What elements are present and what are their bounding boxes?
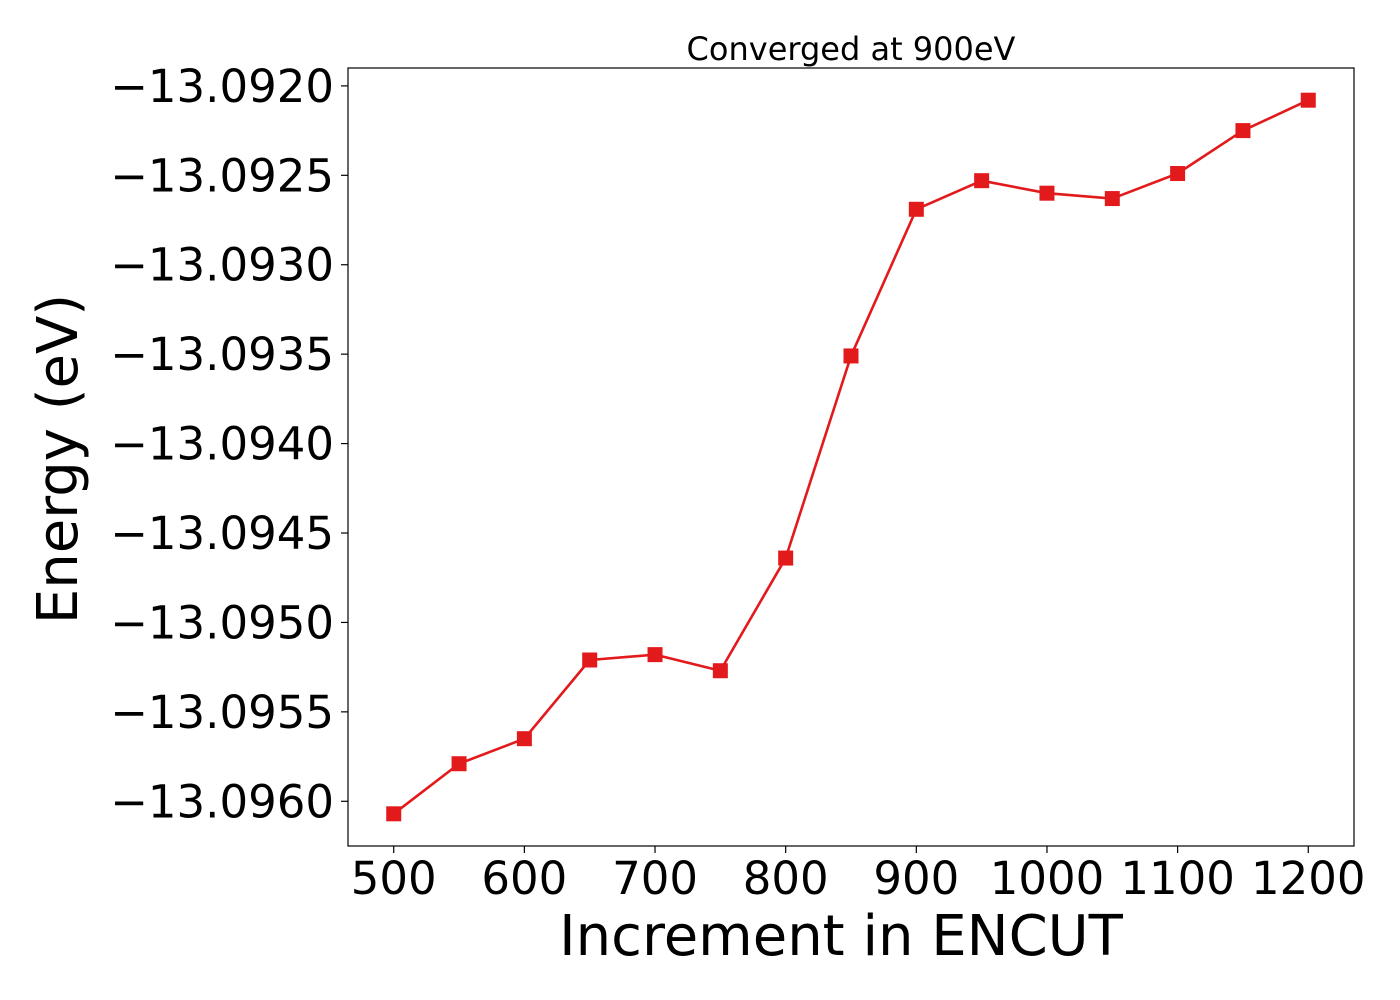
plot-frame [347, 67, 1355, 847]
data-point-marker [1235, 123, 1251, 139]
y-tick-label: −13.0930 [110, 239, 334, 292]
y-tick-label: −13.0960 [110, 775, 334, 828]
y-tick-label: −13.0935 [110, 328, 334, 381]
data-point-marker [1039, 185, 1055, 201]
data-point-marker [974, 173, 990, 189]
data-point-marker [1170, 166, 1186, 182]
y-tick-label: −13.0955 [110, 686, 334, 739]
axis-ticks: 500 600 700 800 900 1000 1100 1200 −13.0920 −13.0… [110, 60, 1365, 905]
data-point-marker [582, 652, 598, 668]
data-point-marker [386, 806, 402, 822]
chart-title: Converged at 900eV [687, 30, 1016, 68]
data-point-marker [843, 348, 859, 364]
x-tick-label: 1000 [990, 852, 1105, 905]
x-tick-label: 500 [351, 852, 437, 905]
data-point-marker [1300, 92, 1316, 108]
data-point-marker [647, 647, 663, 663]
series-layer [386, 92, 1316, 822]
y-tick-label: −13.0940 [110, 418, 334, 471]
x-tick-label: 700 [612, 852, 698, 905]
data-point-marker [712, 663, 728, 679]
x-tick-label: 800 [743, 852, 829, 905]
x-tick-label: 600 [481, 852, 567, 905]
x-axis-title: Increment in ENCUT [559, 904, 1124, 969]
data-point-marker [1104, 191, 1120, 207]
x-tick-label: 900 [873, 852, 959, 905]
y-tick-label: −13.0950 [110, 596, 334, 649]
data-point-marker [451, 756, 467, 772]
data-point-marker [516, 731, 532, 747]
x-tick-label: 1200 [1251, 852, 1366, 905]
y-tick-label: −13.0945 [110, 507, 334, 560]
y-axis-title: Energy (eV) [26, 294, 91, 624]
data-point-marker [778, 550, 794, 566]
series-line [392, 99, 1309, 815]
x-tick-label: 1100 [1120, 852, 1235, 905]
y-tick-label: −13.0920 [110, 60, 334, 113]
y-tick-label: −13.0925 [110, 149, 334, 202]
data-point-marker [908, 201, 924, 217]
